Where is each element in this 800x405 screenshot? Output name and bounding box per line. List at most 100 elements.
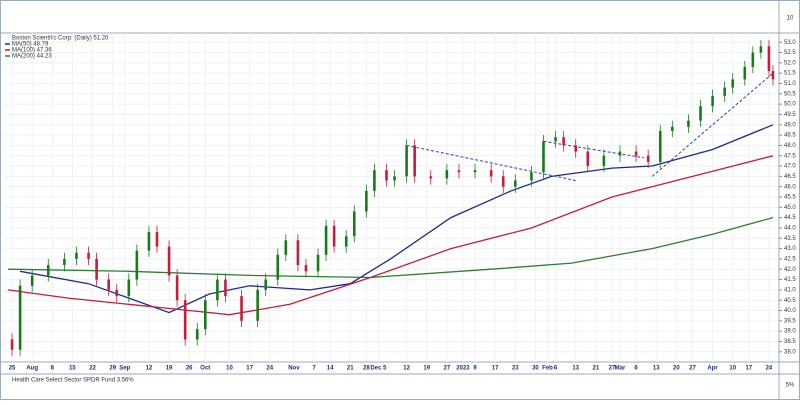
x-tick-label: 27	[689, 366, 696, 372]
candle-body	[373, 170, 376, 191]
x-tick-label: Aug	[26, 366, 38, 372]
candle-body	[751, 52, 755, 67]
candle-body	[554, 137, 557, 142]
candle-body	[316, 254, 320, 272]
y-tick-label: 52.0	[784, 60, 796, 66]
x-tick-label: 30	[532, 366, 539, 372]
y-tick-label: 48.5	[784, 133, 796, 139]
y-tick-label: 47.0	[784, 164, 796, 170]
candle-body	[332, 225, 336, 247]
candle-body	[304, 265, 308, 272]
candle-body	[183, 300, 187, 340]
candle-body	[530, 172, 533, 181]
x-tick-label: 27	[444, 366, 451, 372]
x-tick-label: 15	[69, 366, 76, 372]
y-tick-label: 48.0	[784, 143, 796, 149]
y-tick-label: 51.0	[784, 81, 796, 87]
y-tick-label: 46.5	[784, 174, 796, 180]
candle-body	[489, 170, 493, 177]
chart-title: Boston Scientific Corp. (Daily) 51.20	[12, 36, 109, 42]
x-tick-label: 12	[146, 366, 153, 372]
candle-body	[95, 258, 98, 280]
candle-body	[457, 170, 461, 173]
candle-body	[731, 79, 735, 88]
candle-body	[393, 176, 396, 181]
y-tick-label: 42.5	[784, 257, 796, 263]
y-tick-label: 46.0	[784, 184, 796, 190]
x-tick-label: 25	[9, 366, 16, 372]
candle-body	[324, 225, 328, 255]
x-tick-label: 27	[609, 366, 616, 372]
x-tick-label: 17	[492, 366, 499, 372]
candle-body	[204, 300, 207, 330]
x-tick-label: Dec 5	[370, 366, 387, 372]
candle-body	[87, 252, 90, 259]
candle-body	[771, 71, 775, 80]
candle-body	[574, 145, 577, 152]
y-tick-label: 49.0	[784, 122, 796, 128]
x-tick-label: Sep	[119, 366, 130, 372]
y-tick-label: 43.5	[784, 236, 796, 242]
moving-average	[7, 155, 774, 316]
x-tick-label: Apr	[707, 366, 718, 372]
candle-body	[175, 275, 179, 301]
candle-body	[767, 46, 771, 72]
x-tick-label: 21	[347, 366, 354, 372]
y-tick-label: 41.0	[784, 287, 796, 293]
y-tick-label: 40.0	[784, 308, 796, 314]
candle-body	[385, 170, 388, 181]
candle-body	[687, 120, 690, 127]
y-tick-label: 38.5	[784, 339, 796, 345]
lower-panel-tick: 5%	[786, 383, 795, 389]
candle-body	[216, 279, 219, 301]
x-tick-label: 9	[473, 366, 477, 372]
candle-body	[127, 279, 131, 297]
y-tick-label: 41.5	[784, 277, 796, 283]
x-tick-label: Nov	[288, 366, 300, 372]
candle-body	[501, 176, 505, 187]
y-tick-label: 40.5	[784, 298, 796, 304]
candle-body	[10, 339, 14, 350]
candle-body	[115, 289, 119, 297]
moving-average	[19, 124, 774, 314]
legend-label: MA(50) 48.79	[12, 42, 49, 48]
candle-body	[413, 145, 416, 177]
candle-body	[75, 252, 78, 259]
y-tick-label: 51.5	[784, 71, 796, 77]
candle-body	[240, 296, 243, 321]
x-tick-label: 24	[266, 366, 273, 372]
x-tick-label: 23	[512, 366, 519, 372]
trendline	[651, 72, 774, 177]
candle-body	[18, 285, 22, 350]
candle-body	[759, 46, 763, 53]
y-tick-label: 49.5	[784, 112, 796, 118]
legend-label: MA(200) 44.23	[12, 54, 52, 60]
candle-body	[284, 240, 288, 255]
x-tick-label: 21	[592, 366, 599, 372]
candle-body	[224, 279, 227, 297]
x-tick-label: Mar	[615, 366, 626, 372]
candle-body	[473, 170, 477, 173]
candle-body	[135, 250, 139, 280]
y-tick-label: 50.5	[784, 91, 796, 97]
x-tick-label: Feb	[542, 366, 553, 372]
y-tick-label: 44.5	[784, 215, 796, 221]
y-tick-label: 44.0	[784, 226, 796, 232]
candle-body	[514, 180, 517, 187]
x-tick-label: 7	[312, 366, 316, 372]
candle-body	[167, 246, 171, 276]
x-tick-label: 19	[166, 366, 173, 372]
candle-body	[352, 211, 356, 237]
x-tick-label: 6	[634, 366, 638, 372]
candle-body	[429, 176, 433, 179]
candle-body	[30, 275, 34, 286]
candle-body	[445, 170, 449, 179]
x-tick-label: 8	[51, 366, 55, 372]
candle-body	[711, 95, 714, 107]
candle-body	[296, 240, 300, 266]
candle-body	[276, 254, 280, 280]
y-tick-label: 53.0	[784, 40, 796, 46]
top-panel-tick: 10	[787, 16, 794, 22]
candle-body	[723, 87, 726, 96]
